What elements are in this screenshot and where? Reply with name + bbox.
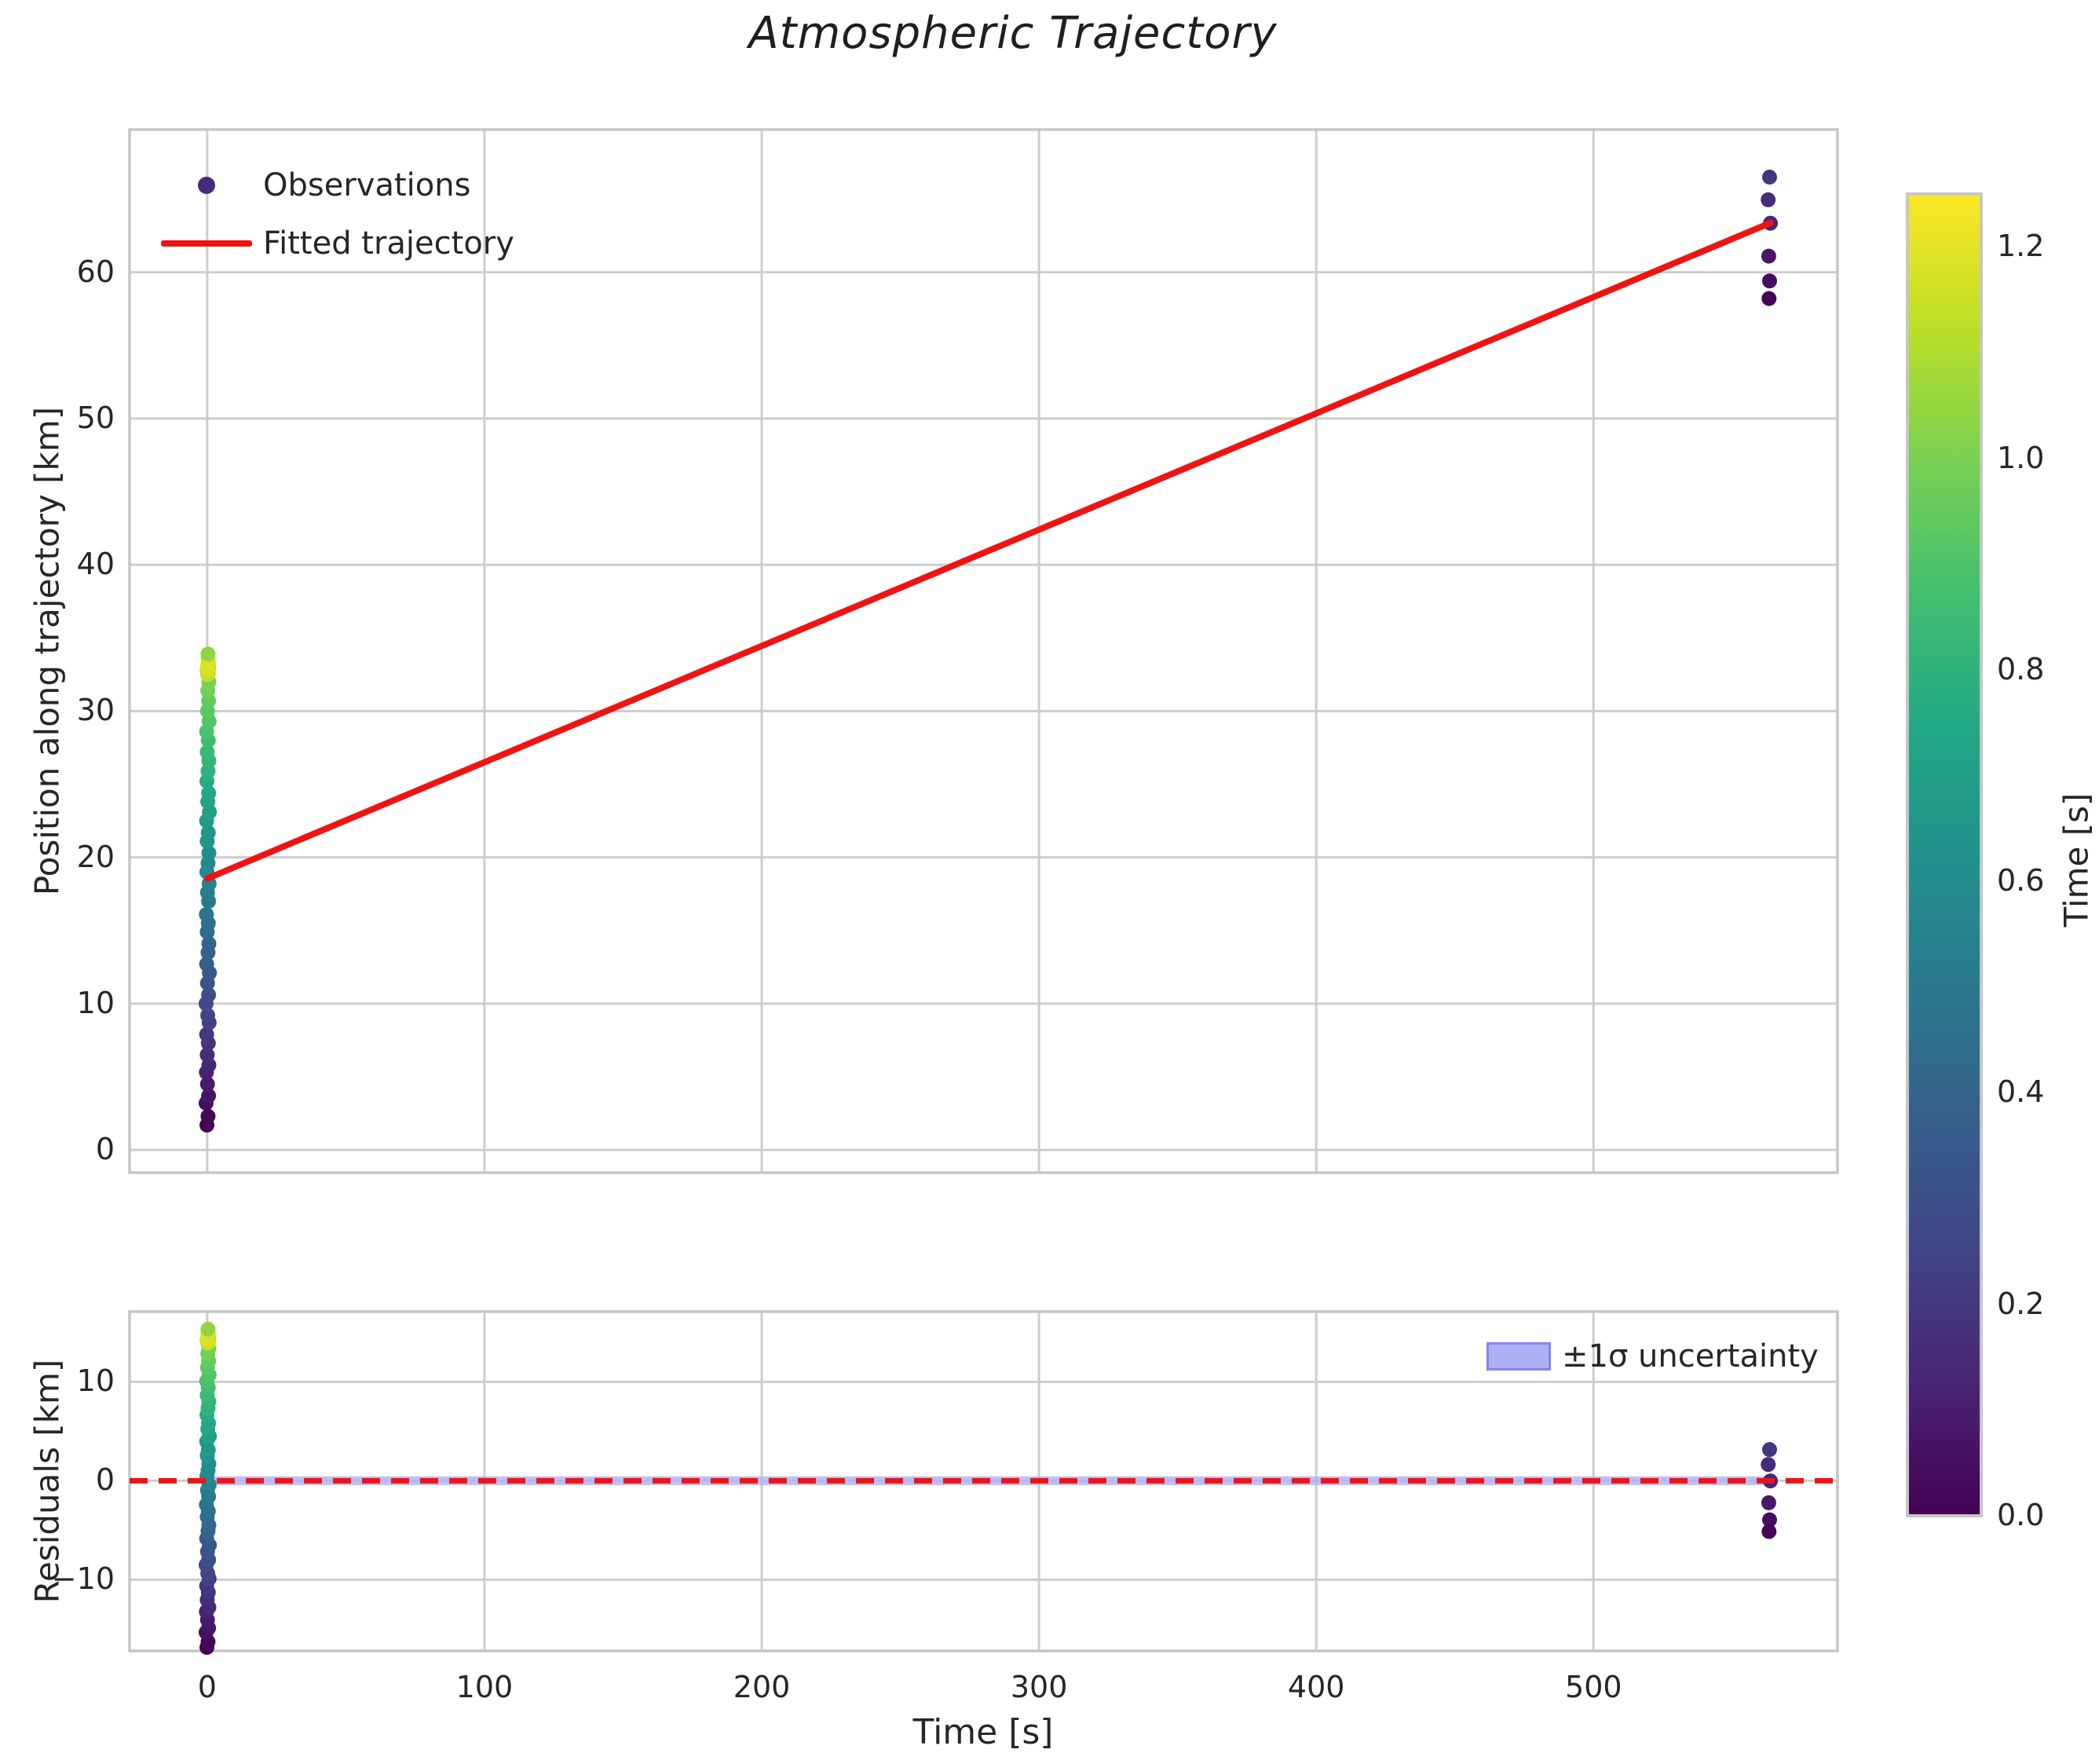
top-y-tick-label: 20 [76,839,115,874]
colorbar-tick-label: 1.2 [1997,229,2045,264]
bottom-y-tick-label: 10 [76,1363,115,1399]
observation-dot [199,745,215,760]
fitted-line-icon [161,240,252,247]
observation-dot [200,825,216,840]
observation-dot [201,987,217,1003]
observation-dot [200,1008,216,1023]
colorbar-label: Time [s] [2057,792,2096,928]
legend-top: Observations Fitted trajectory [161,162,514,267]
observations-marker-icon [161,177,252,194]
top-y-tick-label: 40 [76,547,115,582]
colorbar-tick-label: 0.2 [1997,1286,2045,1321]
legend-fitted-row: Fitted trajectory [161,220,514,267]
colorbar-tick-label: 0.6 [1997,863,2045,898]
observation-dot [199,1047,215,1063]
residual-dot [1761,1512,1777,1528]
observation-dot [201,1088,217,1103]
legend-observations-label: Observations [263,167,471,203]
colorbar-tick-label: 0.8 [1997,651,2045,686]
top-y-axis-label: Position along trajectory [km] [27,406,67,896]
top-y-tick-label: 60 [76,254,115,289]
observation-dot [201,936,217,952]
colorbar-tick-label: 0.0 [1997,1498,2045,1532]
observation-dot [1761,291,1777,306]
observation-dot [199,661,215,676]
observation-dot [1761,192,1776,207]
x-tick-label: 300 [1010,1670,1068,1704]
legend-observations-row: Observations [161,162,514,209]
x-tick-label: 500 [1565,1670,1622,1704]
x-axis-label: Time [s] [912,1712,1054,1752]
chart-title: Atmospheric Trajectory [748,8,1278,59]
observation-dot [1761,273,1777,289]
residual-dot [1761,1442,1777,1458]
colorbar-tick-label: 0.4 [1997,1074,2045,1110]
residual-dot [1761,1524,1777,1539]
observation-dot [199,1027,214,1042]
top-y-tick-label: 30 [76,693,115,728]
observation-dot [1761,170,1777,185]
residual-dot [200,1321,216,1337]
axes-spine [128,128,1839,1174]
colorbar-tick-label: 1.0 [1997,440,2045,475]
colorbar-gradient [1906,192,1983,1517]
bottom-y-tick-label: 0 [95,1462,115,1498]
observation-dot [200,1108,216,1124]
residual-dot [1761,1457,1776,1473]
observation-dot [199,906,214,922]
x-tick-label: 400 [1287,1670,1345,1704]
uncertainty-band-swatch-icon [1486,1342,1551,1371]
observation-dot [200,646,216,662]
top-y-tick-label: 50 [76,400,115,435]
legend-uncertainty-label: ±1σ uncertainty [1562,1338,1819,1374]
legend-uncertainty: ±1σ uncertainty [1486,1338,1819,1374]
top-y-tick-label: 10 [76,985,115,1020]
bottom-y-tick-label: −10 [51,1561,115,1597]
x-tick-label: 0 [197,1670,217,1704]
observation-dot [201,785,217,801]
observation-dot [201,845,217,861]
legend-fitted-label: Fitted trajectory [263,225,514,262]
residual-dot [1761,1495,1776,1510]
fitted-trajectory-line [203,219,1774,882]
observation-dot [1761,248,1776,264]
observation-dot [199,1076,215,1092]
top-y-tick-label: 0 [95,1132,115,1167]
x-tick-label: 100 [455,1670,514,1704]
x-tick-label: 200 [733,1670,791,1704]
observation-dot [199,957,214,972]
